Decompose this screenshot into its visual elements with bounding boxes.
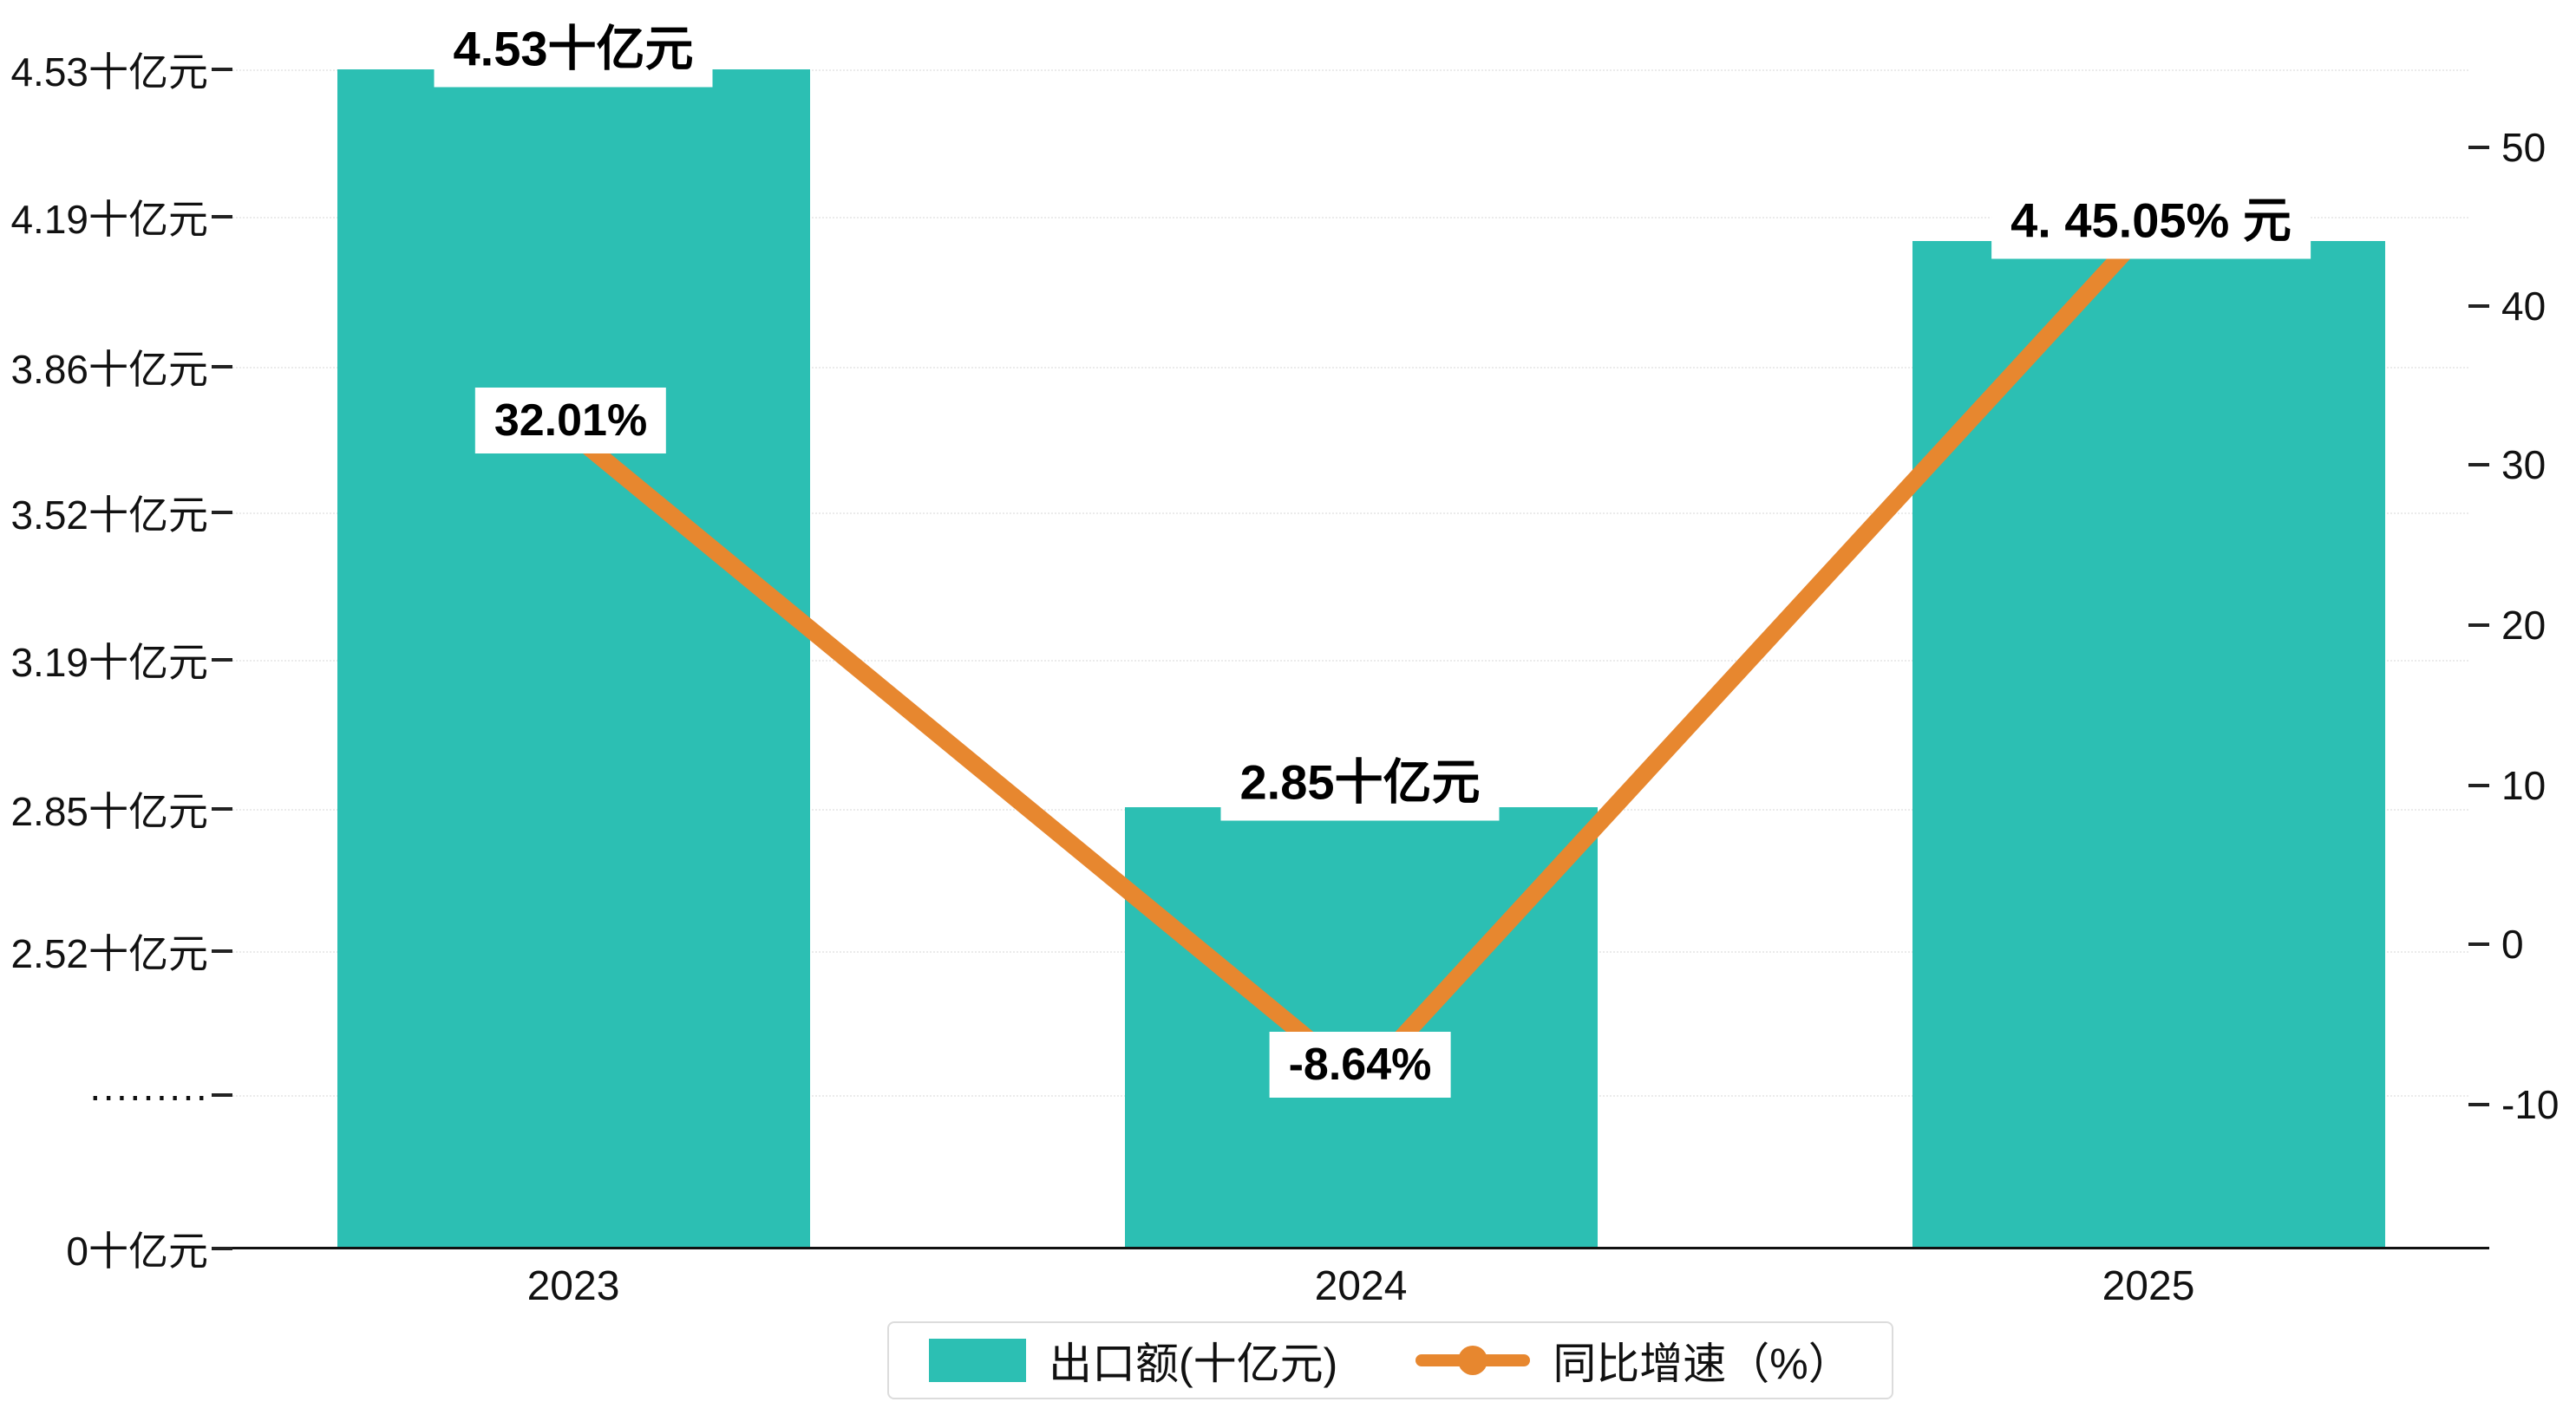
y-axis-left-label: 2.52十亿元 bbox=[10, 931, 208, 976]
y-axis-right-tick bbox=[2468, 146, 2489, 149]
y-axis-tick bbox=[212, 658, 232, 662]
y-axis-tick bbox=[212, 511, 232, 514]
x-axis-line bbox=[217, 1247, 2489, 1249]
legend-line-marker-icon bbox=[1415, 1346, 1531, 1375]
legend-item-export[interactable]: 出口额(十亿元) bbox=[929, 1329, 1337, 1392]
bar-value-label-2024: 2.85十亿元 bbox=[1220, 736, 1500, 821]
y-axis-right-tick bbox=[2468, 623, 2489, 627]
y-axis-left-label: 3.86十亿元 bbox=[10, 347, 208, 392]
y-axis-right-tick bbox=[2468, 784, 2489, 787]
y-axis-right-label: 40 bbox=[2501, 284, 2547, 329]
y-axis-right-label: 30 bbox=[2501, 442, 2547, 487]
y-axis-left-label: 4.19十亿元 bbox=[10, 197, 208, 242]
y-axis-tick bbox=[212, 68, 232, 71]
y-axis-tick bbox=[212, 1093, 232, 1097]
y-axis-left-label: 0十亿元 bbox=[66, 1229, 208, 1274]
legend: 出口额(十亿元) 同比增速（%） bbox=[887, 1321, 1893, 1399]
y-axis-tick bbox=[212, 215, 232, 218]
y-axis-left-label: 4.53十亿元 bbox=[10, 49, 208, 95]
y-axis-right-tick bbox=[2468, 1103, 2489, 1106]
x-axis-label-2023: 2023 bbox=[526, 1263, 620, 1309]
bar-value-label-2025: 4. 45.05% 元 bbox=[1991, 174, 2311, 259]
y-axis-right-label: 10 bbox=[2501, 763, 2547, 808]
y-axis-right-tick bbox=[2468, 463, 2489, 466]
y-axis-tick bbox=[212, 807, 232, 811]
y-axis-right-tick bbox=[2468, 942, 2489, 946]
y-axis-tick bbox=[212, 1247, 232, 1250]
gridline bbox=[232, 69, 2468, 71]
bar-value-label-2023: 4.53十亿元 bbox=[434, 3, 713, 88]
y-axis-right-tick bbox=[2468, 304, 2489, 308]
growth-label-2023: 32.01% bbox=[474, 388, 667, 453]
growth-label-2024: -8.64% bbox=[1269, 1032, 1451, 1098]
legend-label-growth: 同比增速（%） bbox=[1553, 1340, 1852, 1388]
y-axis-left-label: 3.52十亿元 bbox=[10, 492, 208, 538]
legend-label-export: 出口额(十亿元) bbox=[1049, 1340, 1338, 1388]
legend-item-growth[interactable]: 同比增速（%） bbox=[1415, 1329, 1852, 1392]
x-axis-label-2025: 2025 bbox=[2102, 1263, 2195, 1309]
y-axis-tick bbox=[212, 365, 232, 368]
x-axis-label-2024: 2024 bbox=[1314, 1263, 1408, 1309]
y-axis-right-label: 50 bbox=[2501, 125, 2547, 170]
bar-2025[interactable] bbox=[1912, 241, 2385, 1249]
y-axis-break-dots: ········· bbox=[88, 1073, 208, 1118]
y-axis-left-label: 3.19十亿元 bbox=[10, 640, 208, 685]
y-axis-right-label: 0 bbox=[2501, 922, 2524, 967]
y-axis-right-label: -10 bbox=[2501, 1082, 2560, 1127]
bar-2023[interactable] bbox=[337, 69, 810, 1249]
y-axis-left-label: 2.85十亿元 bbox=[10, 789, 208, 834]
legend-bar-swatch-icon bbox=[929, 1339, 1026, 1382]
bar-2024[interactable] bbox=[1125, 807, 1598, 1249]
y-axis-right-label: 20 bbox=[2501, 603, 2547, 648]
y-axis-tick bbox=[212, 949, 232, 953]
